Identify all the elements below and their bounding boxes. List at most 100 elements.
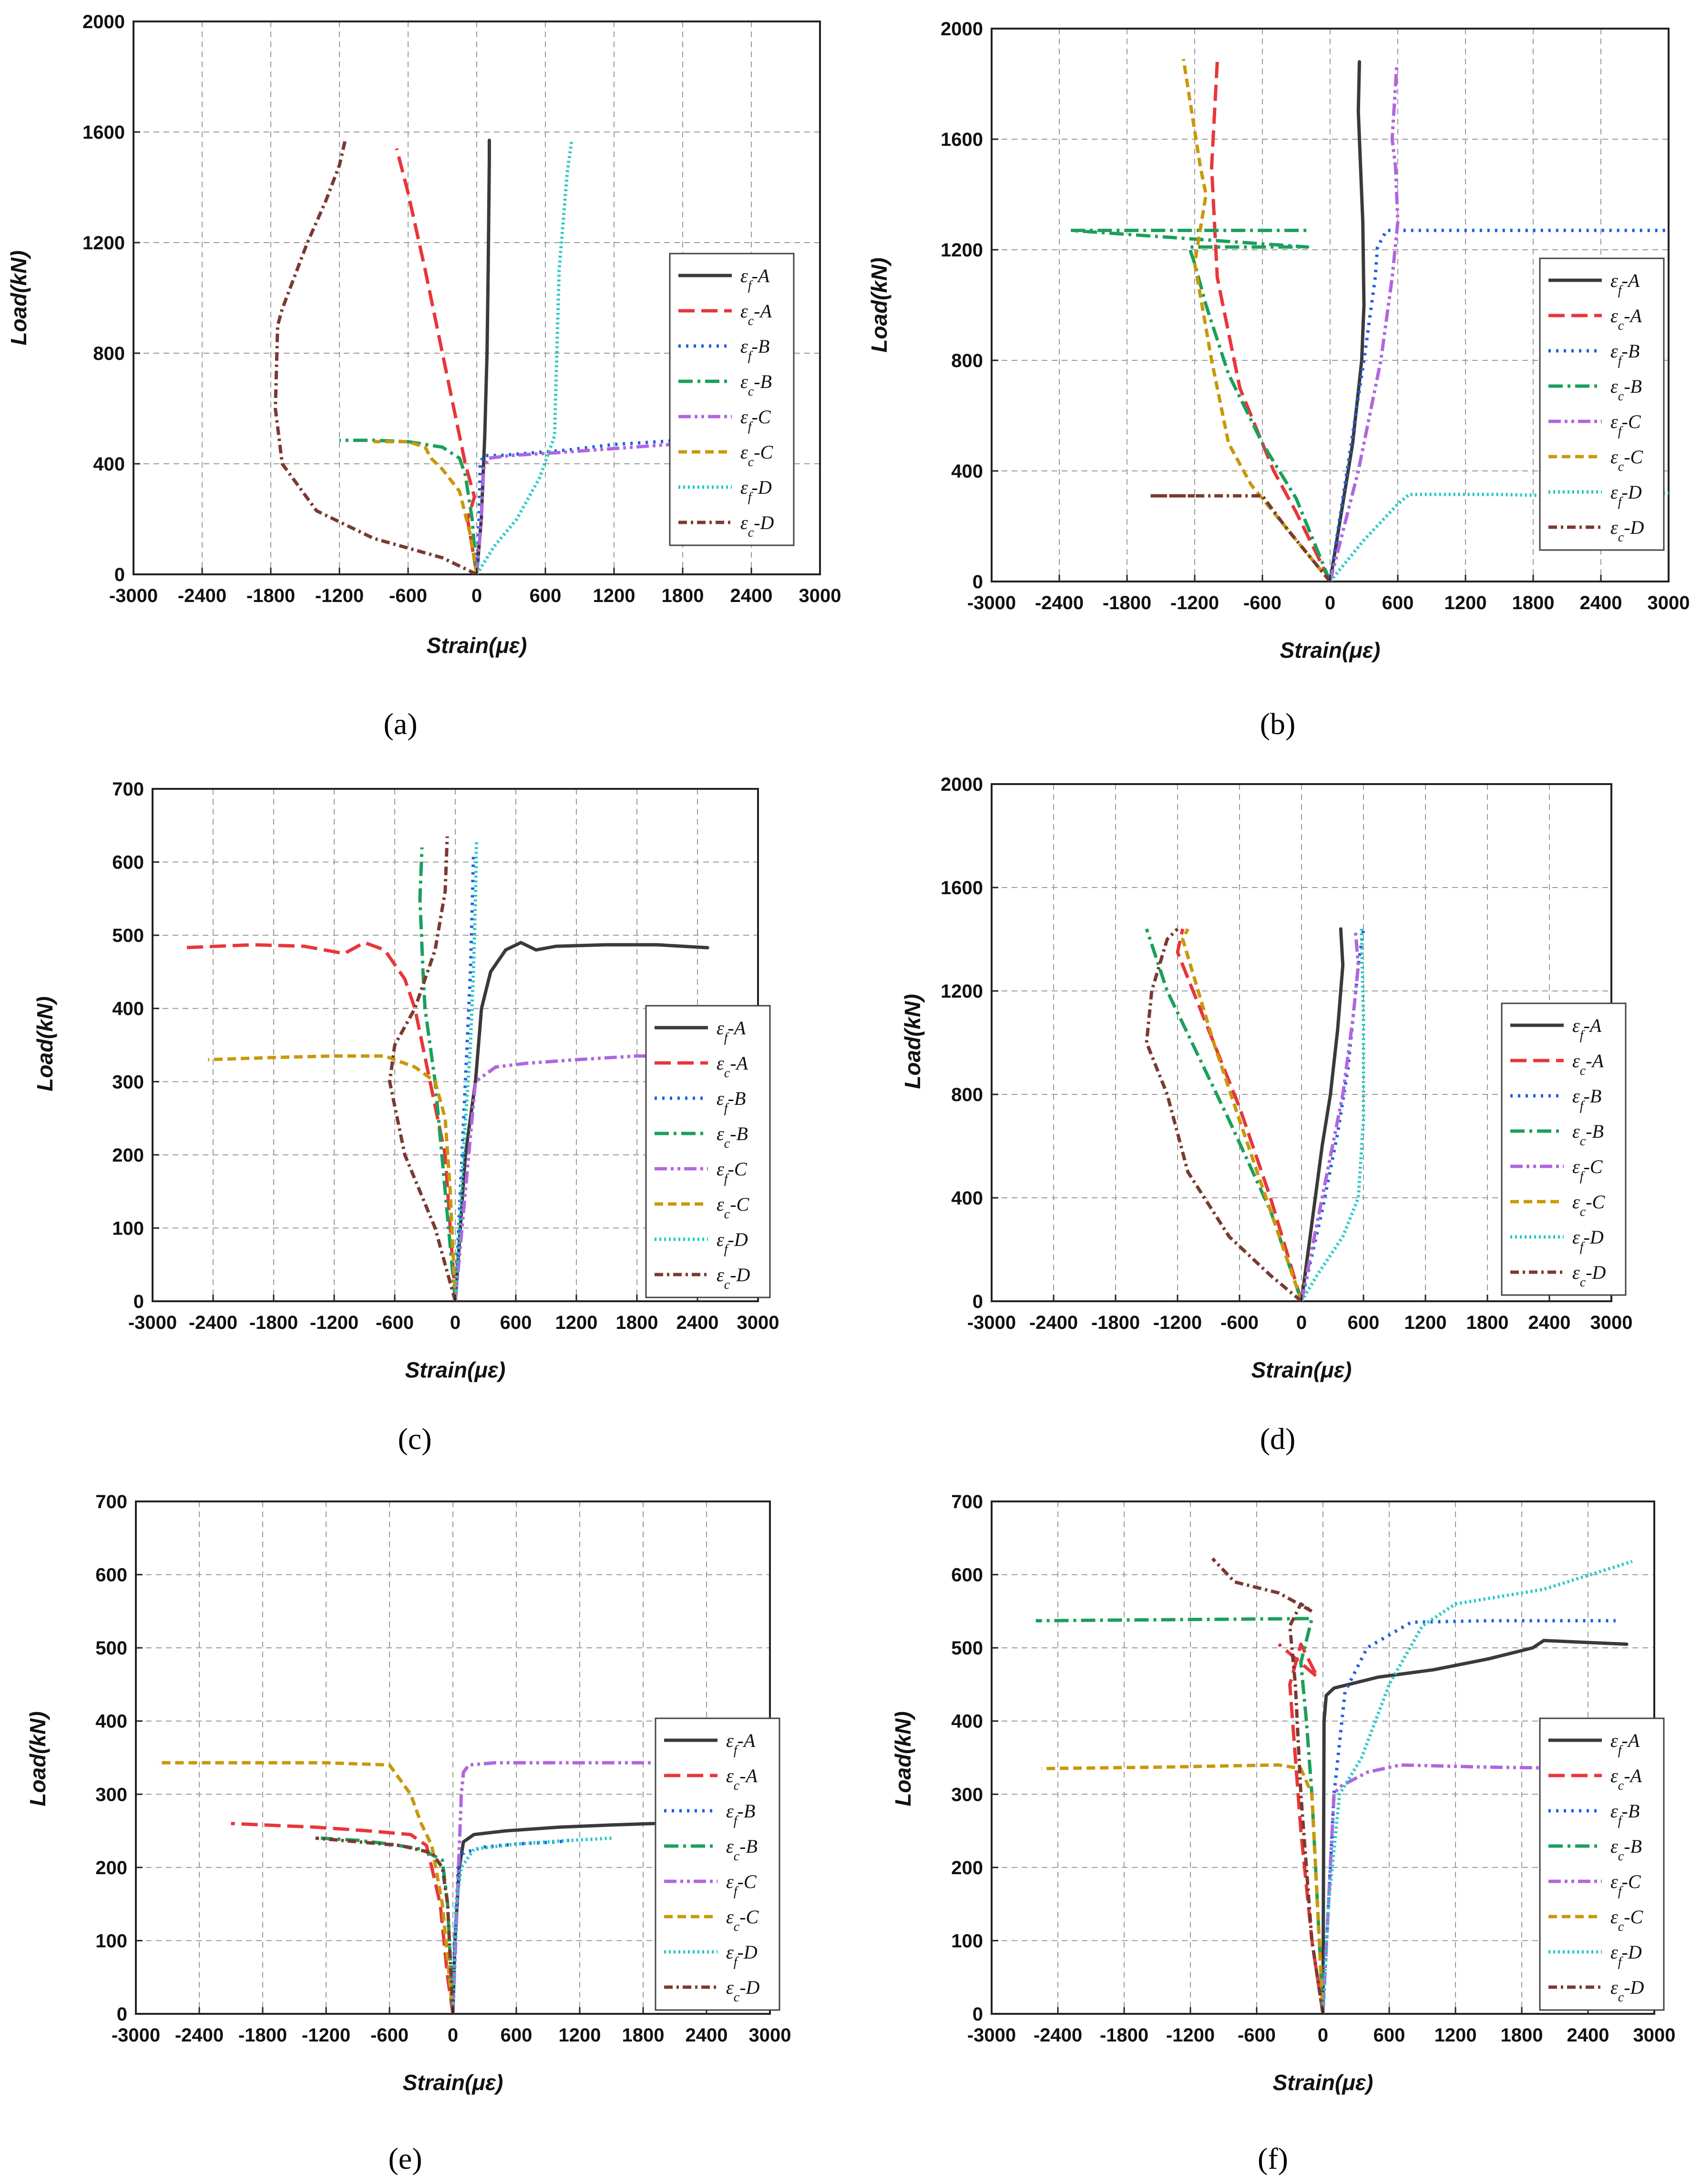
panel-c-xtick-label: -2400	[189, 1312, 237, 1333]
panel-d-legend-label: εc-C	[1572, 1191, 1606, 1219]
panel-b-xtick-label: -3000	[967, 592, 1016, 613]
panel-e-ytick-label: 300	[95, 1784, 127, 1805]
panel-d-xtick-label: 3000	[1590, 1312, 1633, 1333]
panel-b-legend: εf-A εc-A εf-B εc-B εf-C εc-C εf-D εc-D	[1539, 257, 1665, 551]
panel-f-legend-label: εc-D	[1610, 1977, 1644, 2005]
panel-b-series-eps-f-c	[1328, 67, 1400, 582]
panel-e-xtick-label: 600	[501, 2025, 533, 2046]
panel-e-xticks: -3000 -2400 -1800 -1200 -600 0 600 1200 1800 2400…	[112, 2007, 791, 2046]
panel-e-xtick-label: -600	[370, 2025, 409, 2046]
panel-f-xtick-label: 0	[1318, 2025, 1328, 2046]
panel-c-xtick-label: 600	[500, 1312, 532, 1333]
panel-d-grid	[991, 783, 1612, 1302]
panel-d-series	[1145, 927, 1365, 1301]
panel-a-ytick-label: 1200	[82, 233, 125, 254]
panel-f-legend-label: εc-A	[1610, 1765, 1642, 1793]
panel-a-legend-label: εc-D	[740, 512, 774, 540]
panel-e-xtick-label: 2400	[686, 2025, 728, 2046]
panel-c-ytick-label: 700	[112, 779, 144, 800]
panel-c-series-eps-f-c	[453, 1054, 657, 1301]
panel-a-xticks: -3000 -2400 -1800 -1200 -600 0 600 1200 1800 2400…	[109, 568, 841, 606]
panel-b-legend-label: εf-C	[1610, 411, 1641, 439]
panel-c-legend-label: εc-B	[717, 1123, 748, 1151]
panel-a-legend-label: εc-B	[740, 371, 772, 399]
panel-b-xtick-label: 1800	[1512, 592, 1555, 613]
panel-e-legend-label: εc-D	[726, 1977, 760, 2005]
panel-c-legend-box	[645, 1005, 771, 1298]
panel-f-ytick-label: 300	[951, 1784, 983, 1805]
panel-d-xtick-label: -2400	[1029, 1312, 1078, 1333]
panel-e-ytick-label: 700	[95, 1491, 127, 1512]
panel-f-xlabel: Strain(με)	[1273, 2070, 1373, 2095]
panel-d-legend-box	[1501, 1002, 1627, 1296]
panel-a-legend-box	[669, 253, 795, 546]
panel-b-ytick-label: 1600	[941, 129, 983, 150]
panel-c-xtick-label: -1200	[310, 1312, 359, 1333]
panel-f-legend: εf-A εc-A εf-B εc-B εf-C εc-C εf-D εc-D	[1539, 1717, 1665, 2011]
panel-e-legend-label: εf-A	[726, 1730, 756, 1758]
panel-c-legend-label: εf-A	[717, 1017, 746, 1045]
panel-d-xtick-label: -600	[1220, 1312, 1259, 1333]
panel-f-xtick-label: 600	[1373, 2025, 1405, 2046]
panel-a-legend-label: εf-B	[740, 336, 769, 364]
panel-f-series	[1035, 1557, 1633, 2014]
panel-b-xtick-label: -1200	[1170, 592, 1219, 613]
panel-f-ytick-label: 100	[951, 1930, 983, 1951]
panel-e-xtick-label: 3000	[749, 2025, 791, 2046]
panel-c-xlabel: Strain(με)	[405, 1357, 506, 1382]
panel-d-xtick-label: 1800	[1466, 1312, 1509, 1333]
panel-c-xtick-label: -600	[376, 1312, 414, 1333]
panel-e-legend-label: εc-A	[726, 1765, 758, 1793]
panel-f-legend-label: εf-A	[1610, 1730, 1640, 1758]
panel-d-legend-label: εf-A	[1572, 1015, 1602, 1043]
panel-c-ytick-label: 300	[112, 1072, 144, 1092]
panel-c-xtick-label: 1200	[555, 1312, 598, 1333]
panel-d-series-eps-f-a	[1300, 927, 1345, 1301]
panel-c-series-eps-c-c	[208, 1054, 457, 1301]
panel-b-ylabel: Load(kN)	[867, 257, 891, 352]
panel-f-caption: (f)	[1258, 2142, 1288, 2175]
panel-d-series-eps-f-b	[1300, 929, 1365, 1301]
panel-b-ytick-label: 1200	[941, 240, 983, 261]
panel-f-xtick-label: -2400	[1034, 2025, 1082, 2046]
panel-d-series-eps-c-b	[1145, 928, 1303, 1301]
panel-c-ytick-label: 100	[112, 1218, 144, 1239]
panel-d-xtick-label: 600	[1348, 1312, 1380, 1333]
panel-d-xlabel: Strain(με)	[1251, 1357, 1352, 1382]
panel-b-legend-label: εf-A	[1610, 270, 1640, 298]
panel-a-xtick-label: 3000	[799, 585, 841, 606]
panel-a-legend: εf-A εc-A εf-B εc-B εf-C εc-C εf-D εc-D	[669, 253, 795, 546]
panel-f-series-eps-c-d	[1211, 1557, 1325, 2014]
panel-a-xtick-label: -1200	[315, 585, 364, 606]
panel-d-legend-label: εc-D	[1572, 1262, 1606, 1290]
panel-c: -3000 -2400 -1800 -1200 -600 0 600 1200 1800 2400…	[32, 779, 779, 1456]
panel-b-xlabel: Strain(με)	[1280, 638, 1381, 663]
panel-d-legend: εf-A εc-A εf-B εc-B εf-C εc-C εf-D εc-D	[1501, 1002, 1627, 1296]
panel-a-xtick-label: -1800	[246, 585, 295, 606]
panel-d-series-eps-c-c	[1181, 928, 1303, 1301]
panel-e-legend-label: εc-B	[726, 1836, 758, 1864]
panel-b-series-eps-c-b	[1069, 228, 1332, 582]
panel-b-legend-label: εc-C	[1610, 446, 1644, 474]
panel-f-xtick-label: -3000	[967, 2025, 1016, 2046]
panel-e-yticks: 0 100 200 300 400 500 600 700	[95, 1491, 143, 2025]
panel-b-series-eps-f-a	[1328, 60, 1366, 582]
panel-e-series-eps-f-d	[451, 1836, 612, 2014]
panel-f-legend-label: εc-B	[1610, 1836, 1642, 1864]
panel-a-series-eps-f-c	[475, 440, 700, 574]
panel-c-legend-label: εf-C	[717, 1158, 748, 1186]
panel-c-legend-label: εc-D	[717, 1264, 750, 1292]
panel-a-series-eps-c-b	[339, 439, 479, 574]
panel-f-xtick-label: 3000	[1633, 2025, 1676, 2046]
panel-d-ytick-label: 1200	[941, 981, 983, 1002]
panel-b: -3000 -2400 -1800 -1200 -600 0 600 1200 1800 2400…	[867, 19, 1690, 741]
panel-e-ytick-label: 600	[95, 1565, 127, 1586]
panel-c-legend-label: εf-B	[717, 1088, 746, 1116]
panel-b-series-eps-c-c	[1181, 59, 1332, 582]
panel-e-series-eps-c-a	[231, 1822, 455, 2014]
panel-b-legend-label: εc-D	[1610, 517, 1644, 545]
panel-d-ytick-label: 2000	[941, 774, 983, 795]
panel-a-yticks: 0 400 800 1200 1600 2000	[82, 11, 140, 585]
panel-a-legend-label: εf-C	[740, 406, 771, 434]
panel-a-caption: (a)	[383, 707, 417, 741]
